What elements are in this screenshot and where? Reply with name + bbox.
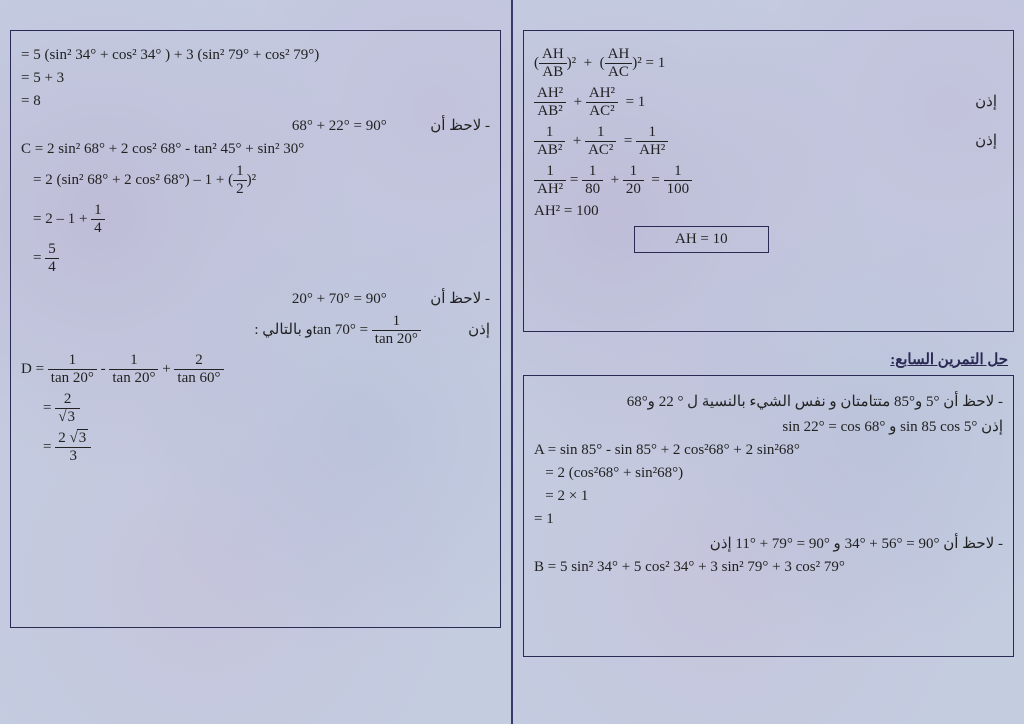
idn-1: إذن xyxy=(975,92,997,111)
c-line-4: = 54 xyxy=(21,242,490,275)
note-1: - لاحظ أن 68° + 22° = 90° xyxy=(21,116,490,135)
note-2-eq: 20° + 70° = 90° xyxy=(292,291,387,307)
rt-5: AH² = 100 xyxy=(534,203,1003,220)
right-bottom-panel: - لاحظ أن °5 و°85 متتامتان و نفس الشيء ب… xyxy=(523,375,1014,657)
heading-ex7: حل التمرين السابع: xyxy=(513,350,1008,369)
frac-half: 12 xyxy=(233,164,247,197)
d-line-3: = 2 33 xyxy=(21,431,490,464)
line-3: = 8 xyxy=(21,93,490,110)
c2-pre: = 2 (sin² 68° + 2 cos² 68°) – 1 + ( xyxy=(33,172,233,188)
c2-post: )² xyxy=(247,172,257,188)
rb-a2: = 2 (cos²68° + sin²68°) xyxy=(534,465,1003,482)
rb-n2: إذن sin 85 cos 5° و sin 22° = cos 68° xyxy=(534,417,1003,436)
rb-n3: - لاحظ أن °90 = °56 + °34 و °90 = °79 + … xyxy=(534,534,1003,553)
left-panel: = 5 (sin² 34° + cos² 34° ) + 3 (sin² 79°… xyxy=(10,30,501,628)
frac-quarter: 14 xyxy=(91,203,105,236)
tan-line: إذن tan 70° = 1tan 20° و بالتالي : xyxy=(21,314,490,347)
rb-a1: A = sin 85° - sin 85° + 2 cos²68° + 2 si… xyxy=(534,442,1003,459)
tan-tail: و بالتالي : xyxy=(254,322,312,338)
line-1: = 5 (sin² 34° + cos² 34° ) + 3 (sin² 79°… xyxy=(21,47,490,64)
rb-n1: - لاحظ أن °5 و°85 متتامتان و نفس الشيء ب… xyxy=(534,392,1003,411)
idn-2: إذن xyxy=(975,131,997,150)
note-2: - لاحظ أن 20° + 70° = 90° xyxy=(21,289,490,308)
tan-idn: إذن xyxy=(468,322,490,338)
rt-3: 1AB² + 1AC² = 1AH² إذن xyxy=(534,125,1003,158)
c3-pre: = 2 – 1 + xyxy=(33,211,91,227)
rb-b1: B = 5 sin² 34° + 5 cos² 34° + 3 sin² 79°… xyxy=(534,559,1003,576)
frac-5-4: 54 xyxy=(45,242,59,275)
d-line-2: = 23 xyxy=(21,392,490,425)
note-2-label: - لاحظ أن xyxy=(430,291,490,307)
note-1-label: - لاحظ أن xyxy=(430,118,490,134)
c-line-1: C = 2 sin² 68° + 2 cos² 68° - tan² 45° +… xyxy=(21,141,490,158)
d-line-1: D = 1tan 20° - 1tan 20° + 2tan 60° xyxy=(21,353,490,386)
rt-1: (AHAB)² + (AHAC)² = 1 xyxy=(534,47,1003,80)
rt-4: 1AH² = 180 + 120 = 1100 xyxy=(534,164,1003,197)
note-1-eq: 68° + 22° = 90° xyxy=(292,118,387,134)
c-line-2: = 2 (sin² 68° + 2 cos² 68°) – 1 + (12)² xyxy=(21,164,490,197)
left-column: = 5 (sin² 34° + cos² 34° ) + 3 (sin² 79°… xyxy=(0,0,513,724)
d-pre: D = xyxy=(21,361,48,377)
tan-expr: tan 70° = 1tan 20° xyxy=(313,322,425,338)
result-box: AH = 10 xyxy=(634,226,769,253)
rt-2: AH²AB² + AH²AC² = 1 إذن xyxy=(534,86,1003,119)
rt-box-row: AH = 10 xyxy=(534,226,1003,253)
rb-a4: = 1 xyxy=(534,511,1003,528)
right-top-panel: (AHAB)² + (AHAC)² = 1 AH²AB² + AH²AC² = … xyxy=(523,30,1014,332)
c-line-3: = 2 – 1 + 14 xyxy=(21,203,490,236)
line-2: = 5 + 3 xyxy=(21,70,490,87)
right-column: (AHAB)² + (AHAC)² = 1 AH²AB² + AH²AC² = … xyxy=(513,0,1024,724)
rb-a3: = 2 × 1 xyxy=(534,488,1003,505)
